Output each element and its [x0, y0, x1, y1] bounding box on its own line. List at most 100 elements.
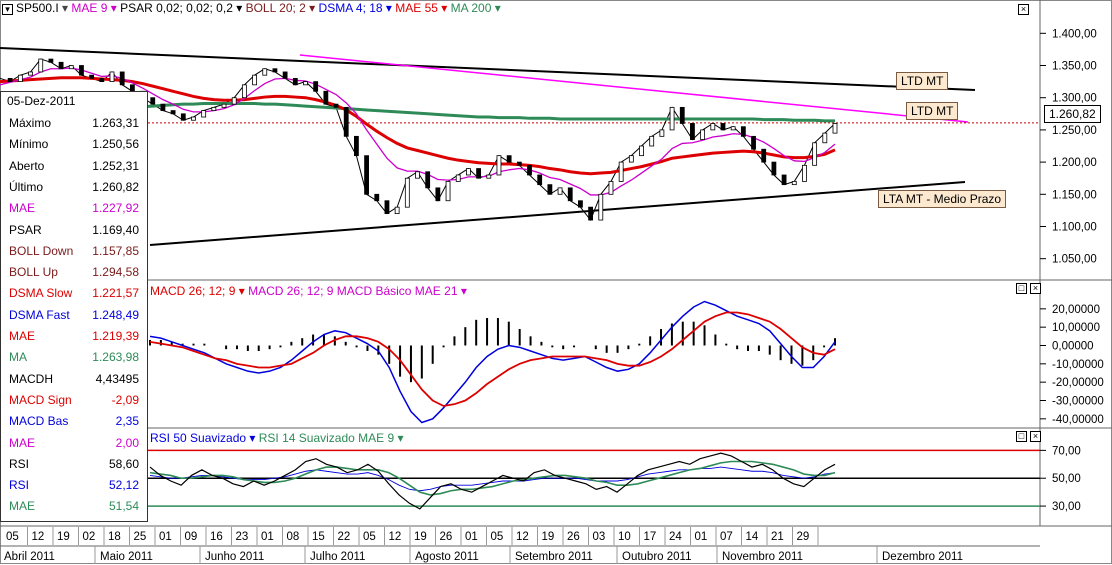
day-label: 24: [669, 531, 682, 543]
legend-row-label: DSMA Fast: [9, 307, 70, 322]
rsi-close-icon[interactable]: ×: [1030, 431, 1041, 442]
legend-row: RSI 58,60: [1, 454, 147, 475]
month-label: Dezembro 2011: [882, 551, 963, 563]
price-candle: [608, 181, 614, 195]
time-axis: 05 12 19 02 18 25 01 09 16 23 01 08 15 22 05 12 19 26 01 05…: [0, 527, 1040, 564]
price-candle: [79, 65, 84, 76]
legend-row-value: 2,00: [115, 435, 139, 450]
price-candle: [272, 68, 278, 73]
day-label: 23: [236, 531, 249, 543]
rsi-panel[interactable]: [148, 449, 1040, 510]
price-candle: [435, 187, 441, 202]
close-icon[interactable]: ×: [1018, 4, 1029, 15]
y-tick-label: 1.050,00: [1052, 254, 1097, 266]
price-candle: [17, 74, 23, 83]
month-label: Junho 2011: [205, 551, 264, 563]
ind-boll[interactable]: BOLL 20; 2: [245, 1, 306, 15]
y-tick-label: 50,00: [1052, 473, 1081, 485]
day-label: 05: [363, 531, 376, 543]
day-label: 12: [516, 531, 529, 543]
chart-symbol: SP500.I: [16, 1, 59, 15]
legend-row-value: 1.248,49: [92, 307, 139, 322]
rsi-header-b[interactable]: RSI 14 Suavizado MAE 9: [258, 431, 395, 445]
day-label: 02: [83, 531, 96, 543]
legend-row-value: 2,35: [115, 414, 139, 429]
price-candle: [547, 184, 553, 195]
ind-psar[interactable]: PSAR 0,02; 0,02; 0,2: [120, 1, 233, 15]
series-mae-9: [0, 67, 836, 196]
price-candle: [282, 71, 288, 79]
legend-row: MA 1.263,98: [1, 347, 147, 368]
ltd-label-magenta[interactable]: LTD MT: [906, 102, 959, 120]
price-candle: [58, 61, 64, 70]
price-panel[interactable]: [0, 47, 1040, 246]
day-label: 18: [108, 531, 121, 543]
day-label: 22: [338, 531, 351, 543]
day-label: 19: [542, 531, 555, 543]
day-label: 29: [797, 531, 810, 543]
legend-row-value: 1.227,92: [92, 201, 139, 216]
month-label: Outubro 2011: [622, 551, 691, 563]
price-candle: [191, 116, 196, 121]
ltd-label-black[interactable]: LTD MT: [896, 72, 949, 90]
price-candle: [730, 126, 736, 131]
price-candle: [313, 81, 319, 92]
day-label: 19: [414, 531, 427, 543]
y-tick-label: -20,00000: [1052, 377, 1104, 389]
day-label: 01: [261, 531, 274, 543]
price-candle: [252, 74, 257, 86]
day-label: 26: [567, 531, 580, 543]
ind-dsma[interactable]: DSMA 4; 18: [318, 1, 383, 15]
data-window[interactable]: 05-Dez-2011 Máximo 1.263,31 Mínimo 1.250,56…: [0, 91, 148, 522]
legend-row-value: 1.252,31: [92, 158, 139, 173]
macd-header-a[interactable]: MACD 26; 12; 9: [150, 284, 236, 298]
price-candle: [445, 181, 451, 202]
price-candle: [160, 103, 166, 111]
ind-mae55[interactable]: MAE 55: [395, 1, 438, 15]
series-macd-sign: [149, 311, 836, 407]
day-label: 15: [312, 531, 325, 543]
legend-row-label: MACD Bas: [9, 414, 69, 429]
price-candle: [404, 177, 410, 208]
legend-row-label: Aberto: [9, 158, 45, 173]
ind-ma200[interactable]: MA 200: [450, 1, 492, 15]
legend-row-label: MAE: [9, 329, 36, 343]
price-candle: [669, 106, 675, 131]
rsi-restore-icon[interactable]: □: [1016, 431, 1027, 442]
legend-row-value: 1.260,82: [92, 179, 139, 194]
menu-dropdown-icon[interactable]: ▾: [2, 4, 13, 15]
price-candle: [567, 187, 573, 202]
legend-row-label: MACDH: [9, 371, 53, 386]
rsi-header-a[interactable]: RSI 50 Suavizado: [150, 431, 247, 445]
legend-row-value: 1.169,40: [92, 222, 139, 237]
day-label: 26: [440, 531, 453, 543]
value-axes: 1.400,00 1.350,00 1.300,00 1.250,00 1.200,00…: [1040, 28, 1104, 513]
price-candle: [241, 84, 247, 99]
legend-row: Último 1.260,82: [1, 177, 147, 198]
series-rsi-50: [149, 466, 836, 492]
price-candle: [343, 106, 349, 137]
legend-row: MACD Bas 2,35: [1, 411, 147, 432]
price-candle: [99, 77, 105, 83]
y-tick-label: 1.400,00: [1052, 28, 1097, 40]
macd-header: MACD 26; 12; 9 ▾ MACD 26; 12; 9 MACD Bás…: [150, 284, 467, 298]
y-tick-label: 10,00000: [1052, 322, 1100, 334]
macd-panel[interactable]: [149, 300, 836, 424]
lta-label[interactable]: LTA MT - Medio Prazo: [878, 190, 1007, 208]
ind-mae9[interactable]: MAE 9: [71, 1, 108, 15]
macd-header-b[interactable]: MACD 26; 12; 9 MACD Básico MAE 21: [248, 284, 458, 298]
price-candle: [364, 155, 369, 195]
macd-close-icon[interactable]: ×: [1030, 283, 1041, 294]
month-label: Julho 2011: [310, 551, 365, 563]
price-candle: [720, 123, 726, 131]
day-label: 17: [644, 531, 657, 543]
month-label: Novembro 2011: [722, 551, 803, 563]
macd-restore-icon[interactable]: □: [1016, 283, 1027, 294]
price-candle: [710, 123, 716, 131]
price-candle: [354, 135, 359, 157]
price-candle: [333, 103, 339, 108]
price-candle: [598, 193, 604, 221]
y-tick-label: 1.100,00: [1052, 221, 1097, 233]
price-candle: [415, 171, 420, 179]
price-candle: [384, 200, 390, 215]
